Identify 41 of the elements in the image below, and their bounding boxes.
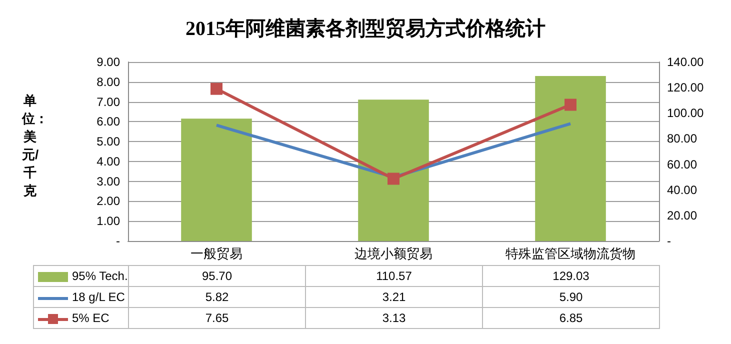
data-label: 110.57 [306, 266, 482, 286]
y2-tick-label: 20.00 [667, 208, 698, 222]
x-tick-label: 边境小额贸易 [354, 246, 432, 261]
y2-tick-label: 100.00 [667, 106, 704, 120]
chart-title: 2015年阿维菌素各剂型贸易方式价格统计 [186, 17, 546, 40]
y-tick-label: 6.00 [96, 114, 120, 129]
x-tick-label: 特殊监管区域物流货物 [506, 246, 636, 261]
y2-tick-label: 40.00 [667, 182, 698, 197]
y2-tick-label: 60.00 [667, 157, 698, 172]
data-label: 95.70 [128, 266, 306, 286]
bar [358, 100, 429, 241]
y-tick-label: 1.00 [96, 214, 120, 228]
y2-tick-label: 140.00 [667, 55, 704, 69]
y-tick-label: 8.00 [96, 74, 120, 89]
y-tick-label: 4.00 [96, 154, 120, 168]
legend-label: 95% Tech. [34, 266, 128, 286]
data-label: 129.03 [482, 266, 660, 286]
y-tick-label: - [116, 234, 120, 248]
y-axis-title: 单位：美元/千克 [22, 92, 48, 200]
y-tick-label: 2.00 [96, 194, 120, 208]
y2-tick-label: - [667, 234, 671, 248]
data-label: 7.65 [128, 308, 306, 328]
bar [535, 76, 606, 241]
y-tick-label: 9.00 [96, 55, 120, 69]
data-label: 6.85 [482, 308, 660, 328]
y-tick-label: 7.00 [96, 94, 120, 109]
data-label: 3.13 [306, 308, 482, 328]
y-tick-label: 3.00 [96, 174, 120, 188]
legend-label: 18 g/L EC [34, 286, 128, 308]
x-tick-label: 一般贸易 [190, 246, 242, 261]
data-label: 5.90 [482, 286, 660, 308]
point [210, 82, 222, 95]
bar [181, 118, 252, 241]
point [388, 172, 400, 185]
y2-tick-label: 120.00 [667, 80, 704, 95]
legend-label: 5% EC [34, 308, 128, 328]
y-tick-label: 5.00 [96, 134, 120, 149]
point [564, 98, 576, 111]
y2-tick-label: 80.00 [667, 132, 698, 146]
data-label: 3.21 [306, 286, 482, 308]
data-label: 5.82 [128, 286, 306, 308]
